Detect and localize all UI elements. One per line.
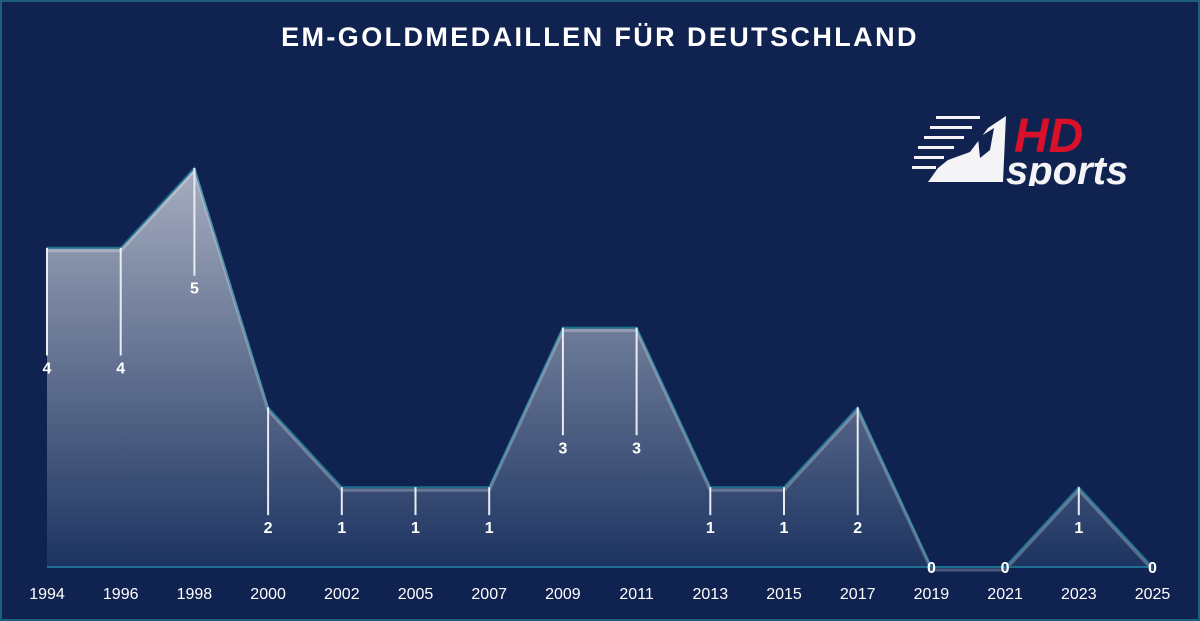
value-label: 1 [485,520,494,537]
hd-sports-logo: HD sports [908,106,1170,193]
value-label: 3 [558,440,567,457]
value-label: 2 [264,520,273,537]
value-label: 1 [780,520,789,537]
value-label: 1 [1074,520,1083,537]
value-label: 0 [1148,560,1157,577]
x-tick-label: 2007 [471,586,507,603]
x-tick-label: 2023 [1061,586,1097,603]
chart-title: EM-GOLDMEDAILLEN FÜR DEUTSCHLAND [281,22,919,52]
x-tick-label: 2011 [619,586,654,603]
x-tick-label: 2009 [545,586,581,603]
value-label: 1 [337,520,346,537]
x-axis: 1994 1996 1998 2000 2002 2005 2007 2009 2011 2013… [29,586,1170,603]
runner-icon [912,116,1006,182]
x-tick-label: 1994 [29,586,65,603]
value-stems [46,168,1080,516]
x-tick-label: 2015 [766,586,802,603]
x-tick-label: 2017 [840,586,876,603]
value-label: 5 [190,281,199,298]
x-tick-label: 2002 [324,586,360,603]
value-label: 1 [706,520,715,537]
x-tick-label: 2005 [398,586,434,603]
value-label: 3 [632,440,641,457]
x-tick-label: 2000 [250,586,286,603]
value-label: 4 [116,361,125,378]
value-labels: 4 4 5 2 1 1 1 3 3 1 1 2 0 0 1 0 [43,281,1158,577]
x-tick-label: 1996 [103,586,139,603]
x-tick-label: 1998 [177,586,213,603]
x-tick-label: 2013 [693,586,729,603]
logo-sports-text: sports [1006,149,1128,186]
x-tick-label: 2019 [914,586,950,603]
x-tick-label: 2025 [1135,586,1171,603]
value-label: 2 [853,520,862,537]
value-label: 1 [411,520,420,537]
value-label: 0 [927,560,936,577]
area-series [47,166,1154,572]
logo-hd-text: HD [1014,110,1083,163]
x-tick-label: 2021 [987,586,1023,603]
value-label: 4 [43,361,52,378]
value-label: 0 [1001,560,1010,577]
